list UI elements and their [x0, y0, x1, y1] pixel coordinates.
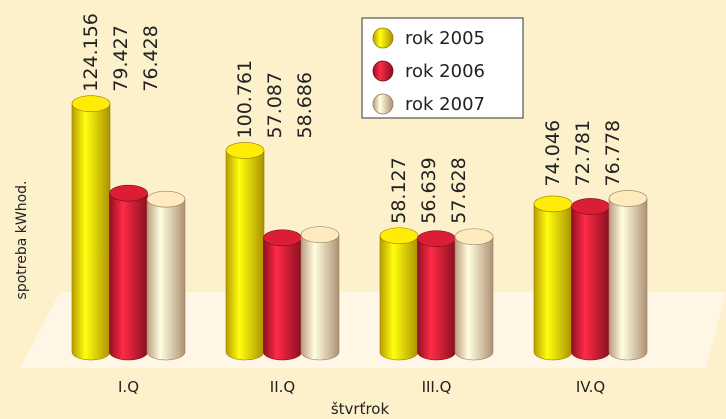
cylinder-top: [109, 184, 148, 202]
x-tick-label: I.Q: [118, 378, 139, 396]
legend-label: rok 2007: [405, 94, 485, 115]
legend-swatch: [372, 60, 394, 82]
x-axis-label: štvrťrok: [331, 400, 390, 418]
cylinder-top: [571, 198, 610, 215]
cylinder-top: [225, 142, 265, 159]
x-tick-label: II.Q: [270, 378, 295, 396]
cylinder: [146, 198, 186, 361]
legend-swatch: [372, 93, 394, 115]
cylinder-top: [533, 195, 573, 213]
value-label: 79.427: [110, 25, 132, 91]
cylinder: [533, 203, 573, 361]
value-label: 76.778: [602, 120, 624, 186]
value-label: 56.639: [418, 157, 440, 223]
cylinder-top: [417, 230, 456, 248]
x-tick-label: IV.Q: [576, 378, 605, 396]
x-tick-label: III.Q: [422, 378, 452, 396]
cylinder: [417, 238, 456, 361]
legend-label: rok 2006: [405, 61, 485, 82]
value-label: 74.046: [542, 120, 564, 186]
cylinder-top: [71, 95, 111, 112]
cylinder: [225, 150, 265, 361]
value-label: 76.428: [140, 25, 162, 91]
value-label: 72.781: [572, 120, 594, 186]
cylinder-top: [454, 228, 494, 246]
value-label: 100.761: [234, 60, 256, 139]
value-label: 124.156: [80, 13, 102, 92]
cylinder: [109, 192, 148, 361]
cylinder-top: [379, 227, 419, 245]
y-axis-label: spotreba kWhod.: [14, 181, 30, 300]
cylinder: [71, 103, 111, 361]
cylinder: [571, 206, 610, 361]
cylinder-top: [608, 190, 648, 207]
value-label: 58.127: [388, 157, 410, 223]
legend-swatch: [372, 27, 394, 49]
value-label: 57.628: [448, 157, 470, 223]
cylinder: [300, 234, 340, 361]
cylinder-top: [146, 190, 186, 208]
cylinder-top: [263, 229, 302, 247]
cylinder: [379, 235, 419, 361]
cylinder: [608, 198, 648, 361]
value-label: 58.686: [294, 72, 316, 138]
value-label: 57.087: [264, 72, 286, 138]
legend-label: rok 2005: [405, 28, 485, 49]
cylinder-top: [300, 226, 340, 243]
cylinder: [263, 237, 302, 361]
cylinder: [454, 236, 494, 361]
